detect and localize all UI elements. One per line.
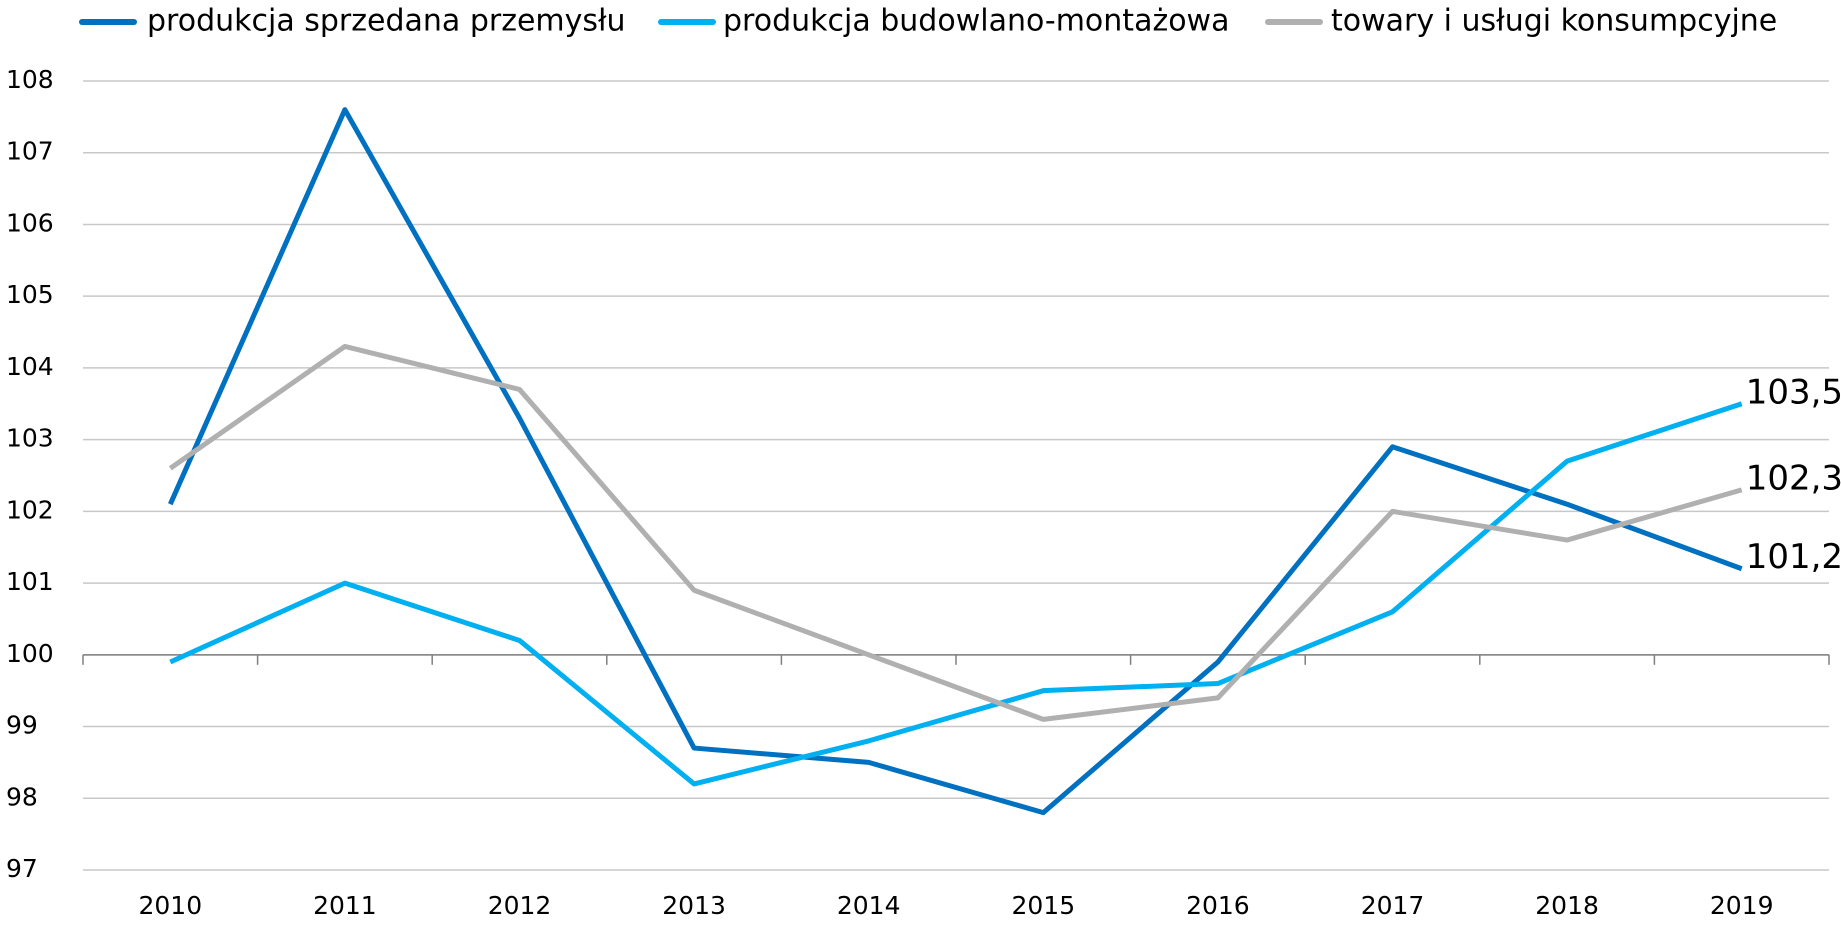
y-tick-label: 106 [6,208,54,237]
x-tick-label: 2019 [1710,891,1774,920]
data-label: 101,2 [1746,537,1841,577]
data-label: 103,5 [1746,372,1841,412]
x-tick-label: 2018 [1535,891,1599,920]
data-label: 102,3 [1746,458,1841,498]
y-tick-label: 103 [6,424,54,453]
y-tick-label: 97 [6,854,38,883]
x-tick-label: 2015 [1011,891,1075,920]
y-tick-label: 99 [6,711,38,740]
y-tick-label: 105 [6,280,54,309]
x-tick-label: 2017 [1361,891,1425,920]
legend-label: produkcja sprzedana przemysłu [147,4,626,39]
legend-label: produkcja budowlano-montażowa [723,4,1229,39]
series-line [168,343,1743,722]
y-tick-label: 100 [6,639,54,668]
x-tick-label: 2014 [837,891,901,920]
x-tick-label: 2011 [313,891,377,920]
y-tick-label: 101 [6,567,54,596]
x-tick-label: 2013 [662,891,726,920]
y-tick-label: 107 [6,137,54,166]
x-tick-label: 2012 [488,891,552,920]
x-tick-label: 2016 [1186,891,1250,920]
y-tick-label: 108 [6,65,54,94]
x-tick-label: 2010 [138,891,202,920]
series-line [168,107,1743,816]
y-tick-label: 102 [6,495,54,524]
legend-label: towary i usługi konsumpcyjne [1331,4,1777,39]
series-line [169,401,1743,787]
y-tick-label: 98 [6,782,38,811]
y-tick-label: 104 [6,352,54,381]
